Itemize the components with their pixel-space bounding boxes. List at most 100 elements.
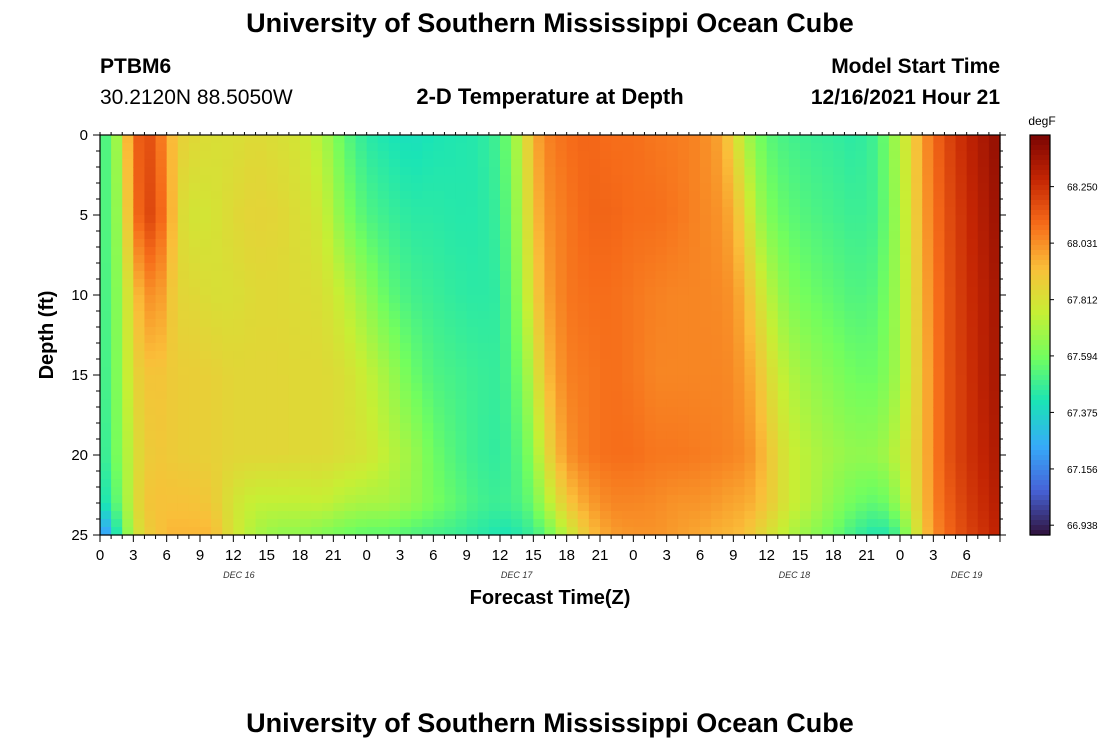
heatmap-cell (644, 463, 657, 472)
heatmap-cell (433, 191, 446, 200)
heatmap-cell (900, 351, 912, 360)
heatmap-cell (644, 455, 657, 464)
heatmap-cell (122, 327, 134, 336)
heatmap-cell (766, 423, 779, 432)
heatmap-cell (688, 367, 701, 376)
heatmap-cell (388, 167, 401, 176)
heatmap-cell (566, 335, 579, 344)
heatmap-cell (277, 255, 290, 264)
heatmap-cell (600, 231, 612, 240)
heatmap-cell (188, 271, 201, 280)
heatmap-cell (400, 319, 412, 328)
heatmap-cell (155, 255, 168, 264)
heatmap-cell (800, 167, 812, 176)
heatmap-cell (722, 207, 734, 216)
heatmap-cell (988, 447, 1001, 456)
heatmap-cell (411, 471, 423, 480)
heatmap-cell (777, 151, 790, 160)
heatmap-cell (500, 159, 512, 168)
heatmap-cell (155, 359, 168, 368)
heatmap-cell (466, 151, 479, 160)
heatmap-cell (744, 223, 757, 232)
heatmap-cell (911, 471, 923, 480)
heatmap-cell (144, 383, 157, 392)
heatmap-cell (688, 311, 701, 320)
heatmap-cell (222, 407, 234, 416)
heatmap-cell (333, 503, 346, 512)
heatmap-cell (600, 255, 612, 264)
heatmap-cell (966, 463, 979, 472)
heatmap-cell (744, 455, 757, 464)
heatmap-cell (611, 399, 623, 408)
heatmap-cell (522, 247, 534, 256)
heatmap-cell (933, 311, 946, 320)
heatmap-cell (366, 447, 379, 456)
heatmap-cell (722, 167, 734, 176)
heatmap-cell (800, 151, 812, 160)
heatmap-cell (311, 135, 323, 144)
heatmap-cell (777, 423, 790, 432)
heatmap-cell (622, 351, 634, 360)
heatmap-cell (611, 487, 623, 496)
heatmap-cell (200, 207, 212, 216)
heatmap-cell (955, 239, 968, 248)
heatmap-cell (500, 199, 512, 208)
heatmap-cell (200, 455, 212, 464)
heatmap-cell (700, 455, 712, 464)
heatmap-cell (122, 319, 134, 328)
heatmap-cell (377, 327, 390, 336)
heatmap-cell (455, 263, 468, 272)
heatmap-cell (255, 207, 268, 216)
heatmap-cell (855, 511, 868, 520)
heatmap-cell (222, 135, 234, 144)
heatmap-cell (200, 279, 212, 288)
heatmap-cell (600, 359, 612, 368)
heatmap-cell (900, 383, 912, 392)
heatmap-cell (811, 431, 823, 440)
heatmap-cell (933, 527, 946, 536)
heatmap-cell (588, 487, 601, 496)
heatmap-cell (600, 407, 612, 416)
heatmap-cell (344, 159, 357, 168)
colorbar-segment (1030, 450, 1050, 456)
heatmap-cell (700, 223, 712, 232)
heatmap-cell (688, 303, 701, 312)
heatmap-cell (577, 303, 590, 312)
heatmap-cell (877, 383, 890, 392)
heatmap-cell (888, 375, 901, 384)
heatmap-cell (622, 391, 634, 400)
heatmap-cell (277, 207, 290, 216)
heatmap-cell (577, 239, 590, 248)
heatmap-cell (211, 503, 223, 512)
heatmap-cell (333, 479, 346, 488)
heatmap-cell (777, 191, 790, 200)
heatmap-cell (322, 231, 334, 240)
heatmap-cell (288, 231, 301, 240)
heatmap-cell (933, 175, 946, 184)
heatmap-cell (100, 503, 112, 512)
heatmap-cell (833, 191, 846, 200)
heatmap-cell (555, 223, 568, 232)
heatmap-cell (322, 351, 334, 360)
heatmap-cell (822, 527, 834, 536)
heatmap-cell (477, 359, 490, 368)
heatmap-cell (922, 167, 934, 176)
heatmap-cell (388, 431, 401, 440)
heatmap-cell (722, 399, 734, 408)
heatmap-cell (700, 247, 712, 256)
heatmap-cell (911, 319, 923, 328)
heatmap-cell (622, 311, 634, 320)
x-tick-label: 18 (558, 547, 575, 564)
heatmap-cell (144, 487, 157, 496)
heatmap-cell (900, 223, 912, 232)
heatmap-cell (755, 447, 768, 456)
heatmap-cell (188, 319, 201, 328)
heatmap-cell (322, 359, 334, 368)
heatmap-cell (166, 271, 179, 280)
heatmap-cell (866, 391, 879, 400)
heatmap-cell (666, 519, 679, 528)
heatmap-cell (177, 503, 190, 512)
heatmap-cell (766, 215, 779, 224)
heatmap-cell (677, 223, 690, 232)
heatmap-cell (700, 175, 712, 184)
